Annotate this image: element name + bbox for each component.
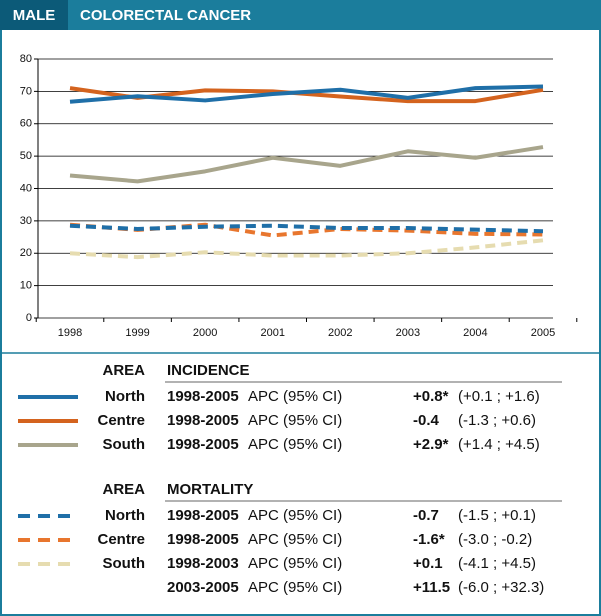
legend-ci: (-1.3 ; +0.6)	[458, 412, 536, 429]
legend-header: MORTALITY	[167, 481, 253, 498]
y-tick-label: 70	[20, 85, 32, 97]
x-tick-label: 1999	[125, 327, 149, 339]
legend-estimate: +0.8*	[413, 388, 449, 405]
x-tick-label: 2000	[193, 327, 217, 339]
header-tag-box	[0, 0, 68, 30]
legend-period: 1998-2003	[167, 555, 239, 572]
y-tick-label: 40	[20, 182, 32, 194]
y-tick-label: 60	[20, 118, 32, 130]
legend-ci: (-4.1 ; +4.5)	[458, 555, 536, 572]
legend-apc: APC (95% CI)	[248, 388, 342, 405]
legend-header: AREA	[102, 481, 145, 498]
chart-title: COLORECTAL CANCER	[80, 7, 251, 24]
legend-ci: (-6.0 ; +32.3)	[458, 579, 544, 596]
x-tick-label: 2004	[463, 327, 487, 339]
legend-area: Centre	[97, 412, 145, 429]
x-tick-label: 2003	[396, 327, 420, 339]
x-tick-label: 2001	[260, 327, 284, 339]
legend-area: South	[103, 555, 146, 572]
y-tick-label: 30	[20, 215, 32, 227]
legend-area: Centre	[97, 531, 145, 548]
header-tag: MALE	[13, 7, 56, 24]
legend-apc: APC (95% CI)	[248, 412, 342, 429]
legend-header: AREA	[102, 362, 145, 379]
legend-estimate: -0.7	[413, 507, 439, 524]
legend-area: North	[105, 507, 145, 524]
legend-period: 1998-2005	[167, 531, 239, 548]
series-line	[69, 145, 544, 184]
x-tick-label: 2005	[531, 327, 555, 339]
legend-ci: (+0.1 ; +1.6)	[458, 388, 540, 405]
legend-period: 1998-2005	[167, 412, 239, 429]
x-tick-label: 2002	[328, 327, 352, 339]
legend-estimate: -1.6*	[413, 531, 445, 548]
legend-ci: (+1.4 ; +4.5)	[458, 436, 540, 453]
legend-estimate: -0.4	[413, 412, 440, 429]
legend-header: INCIDENCE	[167, 362, 250, 379]
legend-estimate: +11.5	[413, 579, 450, 596]
y-tick-label: 80	[20, 53, 32, 65]
y-tick-label: 0	[26, 312, 32, 324]
legend-area: South	[103, 436, 146, 453]
legend-apc: APC (95% CI)	[248, 531, 342, 548]
header-bar	[0, 0, 601, 30]
legend-estimate: +2.9*	[413, 436, 449, 453]
legend-apc: APC (95% CI)	[248, 579, 342, 596]
legend-period: 1998-2005	[167, 507, 239, 524]
legend-period: 2003-2005	[167, 579, 239, 596]
y-tick-label: 10	[20, 280, 32, 292]
series-line	[69, 84, 544, 104]
y-tick-label: 20	[20, 247, 32, 259]
x-tick-label: 1998	[58, 327, 82, 339]
legend-apc: APC (95% CI)	[248, 507, 342, 524]
legend-period: 1998-2005	[167, 388, 239, 405]
y-tick-label: 50	[20, 150, 32, 162]
legend-ci: (-3.0 ; -0.2)	[458, 531, 532, 548]
legend-estimate: +0.1	[413, 555, 443, 572]
legend-area: North	[105, 388, 145, 405]
legend-apc: APC (95% CI)	[248, 436, 342, 453]
legend-apc: APC (95% CI)	[248, 555, 342, 572]
legend-period: 1998-2005	[167, 436, 239, 453]
legend-ci: (-1.5 ; +0.1)	[458, 507, 536, 524]
